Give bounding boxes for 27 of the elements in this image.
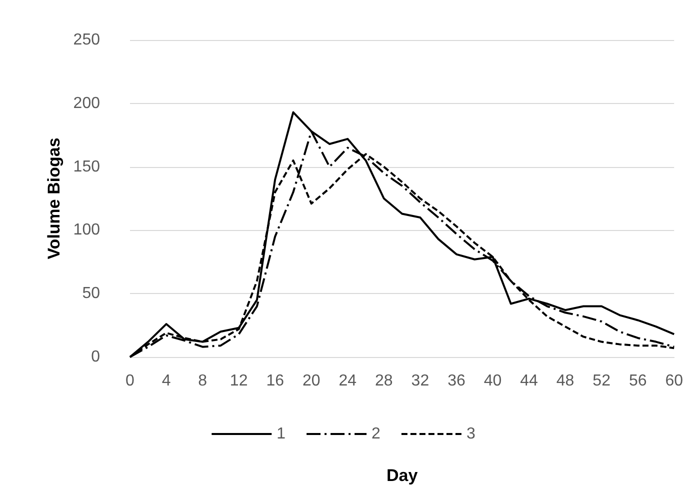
y-tick-label: 150 xyxy=(73,158,100,176)
x-tick-label: 0 xyxy=(126,372,135,390)
x-tick-label: 52 xyxy=(592,372,611,390)
x-tick-label: 20 xyxy=(302,372,320,390)
x-tick-label: 60 xyxy=(665,372,684,390)
legend-label: 3 xyxy=(466,426,476,442)
x-tick-label: 56 xyxy=(628,372,647,390)
y-tick-label: 0 xyxy=(91,348,100,366)
legend-label: 1 xyxy=(276,426,286,442)
y-tick-label: 200 xyxy=(73,94,100,112)
y-tick-label: 250 xyxy=(73,32,100,48)
x-tick-label: 48 xyxy=(556,372,574,390)
x-tick-label: 4 xyxy=(162,372,171,390)
x-tick-label: 12 xyxy=(230,372,248,390)
y-tick-label: 100 xyxy=(73,222,100,239)
x-tick-label: 28 xyxy=(375,372,393,390)
legend-label: 2 xyxy=(372,426,381,442)
x-tick-label: 16 xyxy=(266,372,284,390)
x-tick-label: 40 xyxy=(484,372,502,390)
x-tick-label: 24 xyxy=(338,372,357,390)
x-tick-label: 8 xyxy=(198,372,208,390)
x-axis-title: Day xyxy=(386,466,418,485)
x-tick-label: 32 xyxy=(411,372,430,390)
y-tick-label: 50 xyxy=(82,285,100,302)
x-tick-label: 36 xyxy=(448,372,466,390)
y-axis-title: Volume Biogas xyxy=(44,138,64,260)
x-tick-label: 44 xyxy=(520,372,538,390)
